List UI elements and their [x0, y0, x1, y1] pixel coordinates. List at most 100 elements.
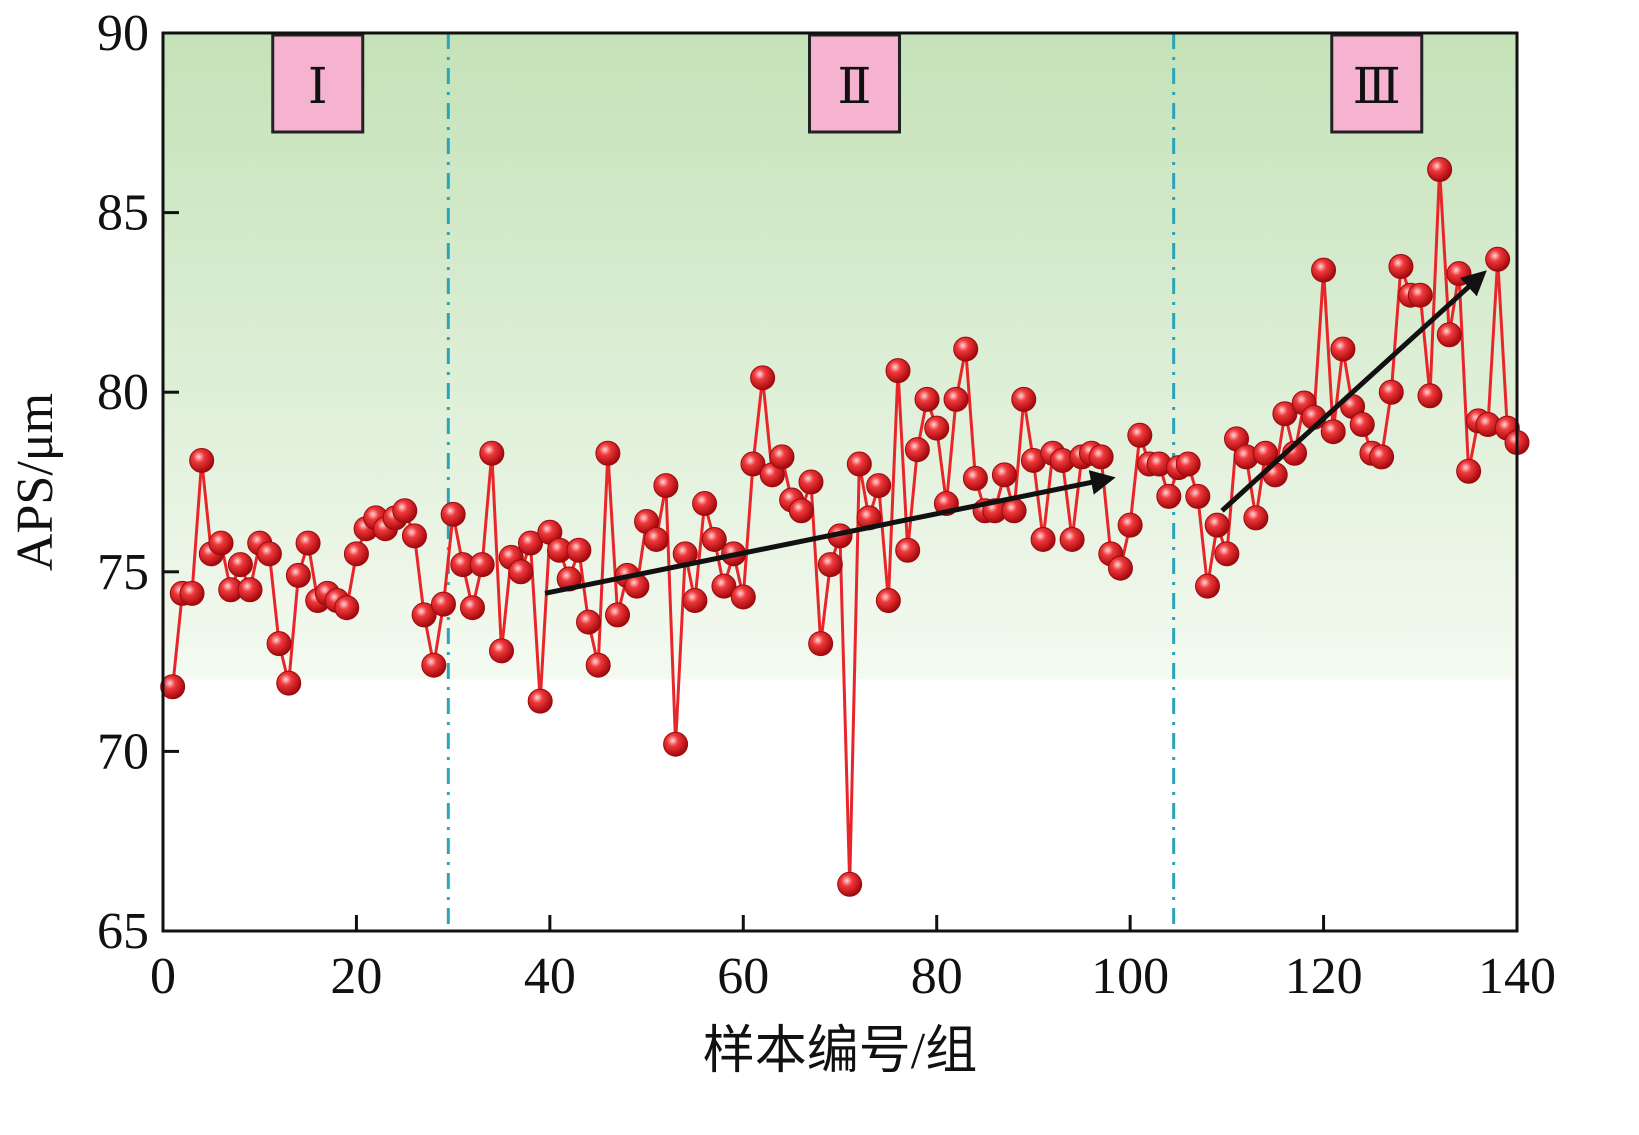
region-label-box-1: [271, 33, 365, 134]
data-point-122: [1330, 336, 1356, 362]
data-point-128: [1388, 253, 1414, 279]
data-point-39: [527, 688, 553, 714]
data-point-133: [1436, 322, 1462, 348]
data-point-79: [914, 386, 940, 412]
data-point-66: [788, 498, 814, 524]
data-point-25: [392, 498, 418, 524]
data-point-110: [1214, 541, 1240, 567]
data-point-74: [866, 473, 892, 499]
data-point-3: [179, 580, 205, 606]
region-label-box-2: [808, 33, 902, 134]
x-tick-label-80: 80: [911, 948, 963, 1005]
data-point-115: [1262, 462, 1288, 488]
x-tick-label-140: 140: [1478, 948, 1556, 1005]
data-point-30: [440, 501, 466, 527]
data-point-82: [943, 386, 969, 412]
data-point-60: [730, 584, 756, 610]
data-point-56: [692, 491, 718, 517]
data-point-34: [479, 440, 505, 466]
data-point-116: [1272, 401, 1298, 427]
data-point-9: [237, 577, 263, 603]
data-point-88: [1001, 498, 1027, 524]
x-tick-label-40: 40: [524, 948, 576, 1005]
data-point-126: [1369, 444, 1395, 470]
plot-frame: [161, 31, 1519, 933]
data-point-69: [817, 552, 843, 578]
data-point-135: [1456, 458, 1482, 484]
region-label-2: Ⅱ: [838, 58, 872, 114]
x-tick-label-120: 120: [1285, 948, 1363, 1005]
data-point-37: [508, 559, 534, 585]
data-point-57: [701, 526, 727, 552]
data-point-101: [1127, 422, 1153, 448]
data-point-124: [1349, 412, 1375, 438]
y-tick-label-80: 80: [97, 364, 149, 421]
region-label-3: Ⅲ: [1353, 58, 1401, 114]
data-point-47: [605, 602, 631, 628]
data-point-61: [740, 451, 766, 477]
x-tick-label-100: 100: [1091, 948, 1169, 1005]
data-point-91: [1030, 526, 1056, 552]
y-tick-label-85: 85: [97, 185, 149, 242]
data-point-1: [160, 674, 186, 700]
data-point-80: [924, 415, 950, 441]
data-point-113: [1243, 505, 1269, 531]
data-point-109: [1204, 512, 1230, 538]
data-point-33: [469, 552, 495, 578]
data-point-51: [643, 526, 669, 552]
data-point-4: [189, 447, 215, 473]
data-point-100: [1117, 512, 1143, 538]
x-axis-title: 样本编号/组: [703, 1023, 977, 1080]
data-point-52: [653, 473, 679, 499]
trend-arrow-2: [1220, 270, 1487, 513]
data-point-64: [769, 444, 795, 470]
region-label-1: Ⅰ: [308, 58, 328, 114]
data-point-114: [1253, 440, 1279, 466]
data-point-131: [1417, 383, 1443, 409]
y-tick-label-75: 75: [97, 544, 149, 601]
data-point-53: [663, 731, 689, 757]
data-point-27: [411, 602, 437, 628]
trend-arrow-1: [544, 470, 1116, 596]
data-point-32: [459, 595, 485, 621]
data-point-132: [1427, 156, 1453, 182]
data-point-13: [276, 670, 302, 696]
data-point-134: [1446, 261, 1472, 287]
data-point-6: [208, 530, 234, 556]
data-point-71: [837, 871, 863, 897]
data-point-45: [585, 652, 611, 678]
data-point-104: [1156, 483, 1182, 509]
data-point-84: [962, 465, 988, 491]
data-point-130: [1407, 282, 1433, 308]
x-tick-label-60: 60: [717, 948, 769, 1005]
y-axis-title: APS/μm: [7, 393, 64, 571]
data-point-87: [991, 462, 1017, 488]
y-tick-label-70: 70: [97, 723, 149, 780]
data-point-44: [576, 609, 602, 635]
y-tick-label-90: 90: [97, 5, 149, 62]
data-point-19: [334, 595, 360, 621]
data-point-97: [1088, 444, 1114, 470]
data-point-67: [798, 469, 824, 495]
data-point-94: [1059, 526, 1085, 552]
data-point-75: [875, 588, 901, 614]
data-point-15: [295, 530, 321, 556]
data-point-55: [682, 588, 708, 614]
data-point-78: [904, 437, 930, 463]
region-label-box-3: [1330, 33, 1424, 134]
x-tick-label-0: 0: [150, 948, 176, 1005]
data-point-8: [227, 552, 253, 578]
data-point-89: [1011, 386, 1037, 412]
y-tick-label-65: 65: [97, 903, 149, 960]
data-point-107: [1185, 483, 1211, 509]
data-point-12: [266, 631, 292, 657]
data-point-127: [1378, 379, 1404, 405]
data-point-38: [518, 530, 544, 556]
data-point-26: [401, 523, 427, 549]
data-point-62: [750, 365, 776, 391]
data-point-83: [953, 336, 979, 362]
data-point-14: [285, 562, 311, 588]
data-point-72: [846, 451, 872, 477]
data-point-29: [430, 591, 456, 617]
